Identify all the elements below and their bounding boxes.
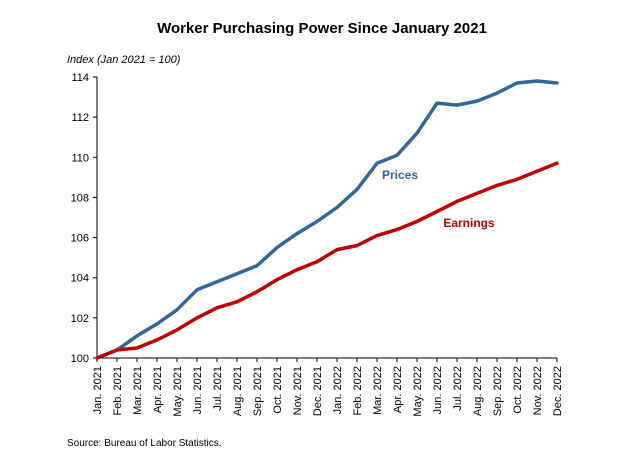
x-tick-label: Oct. 2021 [272,366,284,414]
y-axis: 100 102 104 106 108 110 112 114 [71,72,98,365]
y-tick-label: 112 [71,112,89,124]
x-tick-label: Dec. 2022 [552,366,564,416]
y-tick-label: 104 [71,273,89,285]
x-tick-label: Mar. 2021 [132,366,144,415]
y-axis-label: Index (Jan 2021 = 100) [67,54,181,66]
x-tick-label: Feb. 2021 [112,366,124,416]
y-tick-label: 108 [71,192,89,204]
x-tick-label: Nov. 2022 [532,366,544,415]
x-tick-label: Jul. 2022 [452,366,464,411]
series-lines [95,79,559,360]
x-tick-label: Jan. 2021 [92,366,104,414]
x-tick-label: Jul. 2021 [212,366,224,411]
x-tick-label: Jun. 2021 [192,366,204,414]
x-axis: Jan. 2021 Feb. 2021 Mar. 2021 Apr. 2021 May.… [92,357,564,417]
x-tick-label: Feb. 2022 [352,366,364,416]
y-tick-label: 110 [71,152,89,164]
x-tick-label: Sep. 2021 [252,366,264,416]
x-tick-label: Aug. 2022 [472,366,484,416]
x-tick-label: May. 2022 [412,366,424,417]
series-line-earnings [95,161,559,360]
x-tick-label: Apr. 2021 [152,366,164,413]
x-tick-label: Jan. 2022 [332,366,344,414]
x-tick-label: Dec. 2021 [312,366,324,416]
x-tick-label: Mar. 2022 [372,366,384,415]
series-label-prices: Prices [382,168,418,182]
series-label-earnings: Earnings [443,216,495,230]
y-tick-label: 114 [71,72,89,84]
source-note: Source: Bureau of Labor Statistics. [67,438,222,449]
y-tick-label: 100 [71,353,89,365]
chart-title: Worker Purchasing Power Since January 20… [157,20,487,37]
x-tick-label: Nov. 2021 [292,366,304,415]
series-line-prices [95,79,559,360]
x-tick-label: Jun. 2022 [432,366,444,414]
x-tick-label: Sep. 2022 [492,366,504,416]
y-tick-label: 102 [71,313,89,325]
y-tick-label: 106 [71,233,89,245]
x-tick-label: Aug. 2021 [232,366,244,416]
x-tick-label: Apr. 2022 [392,366,404,413]
x-tick-label: Oct. 2022 [512,366,524,414]
x-tick-label: May. 2021 [172,366,184,417]
